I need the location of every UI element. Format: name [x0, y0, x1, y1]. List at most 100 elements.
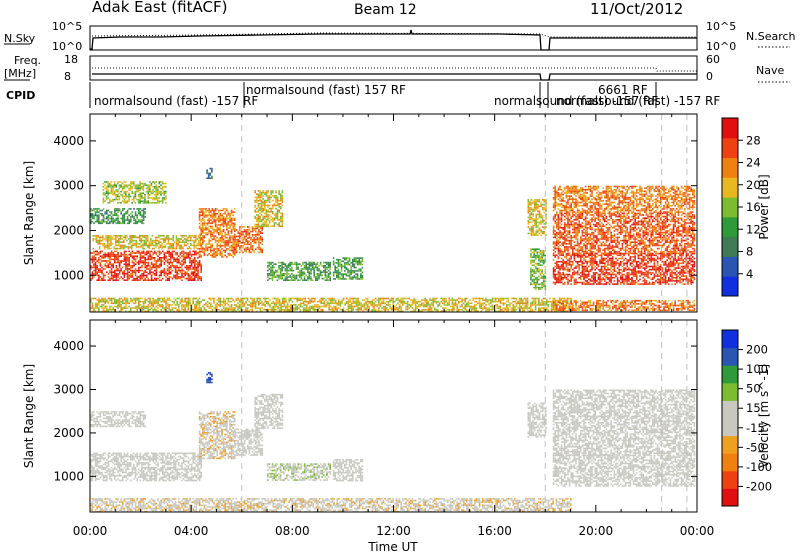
data-cell	[250, 238, 252, 241]
data-cell	[208, 305, 210, 308]
data-cell	[459, 300, 462, 303]
data-cell	[163, 300, 166, 303]
data-cell	[145, 244, 147, 247]
data-cell	[464, 308, 466, 311]
data-cell	[294, 274, 296, 277]
data-cell	[155, 253, 158, 256]
data-cell	[94, 208, 97, 210]
data-cell	[291, 277, 293, 280]
data-cell	[541, 302, 543, 305]
data-cell	[183, 238, 186, 240]
data-cell	[115, 217, 118, 220]
data-cell	[326, 277, 328, 280]
data-cell	[310, 271, 312, 273]
data-cell	[542, 297, 545, 300]
data-cell	[307, 276, 309, 278]
data-cell	[273, 204, 276, 207]
data-cell	[122, 246, 125, 248]
data-cell	[238, 307, 241, 309]
data-cell	[96, 307, 98, 309]
data-cell	[210, 211, 212, 213]
data-cell	[142, 302, 145, 305]
data-cell	[294, 279, 296, 281]
data-cell	[131, 187, 133, 190]
data-cell	[563, 310, 566, 313]
data-cell	[117, 274, 119, 277]
data-cell	[302, 261, 304, 264]
data-cell	[198, 297, 201, 300]
data-cell	[106, 244, 109, 247]
data-cell	[451, 307, 454, 309]
data-cell	[328, 304, 330, 306]
data-cell	[166, 258, 169, 261]
data-cell	[139, 195, 141, 198]
data-cell	[329, 261, 331, 264]
data-cell	[118, 198, 121, 201]
data-cell	[146, 244, 149, 247]
data-cell	[165, 307, 167, 309]
data-cell	[317, 304, 319, 306]
data-cell	[464, 304, 466, 306]
data-cell	[313, 273, 315, 275]
data-cell	[107, 263, 110, 265]
data-cell	[298, 304, 300, 306]
data-cell	[232, 307, 234, 309]
data-cell	[133, 299, 135, 301]
data-cell	[360, 278, 362, 280]
data-cell	[98, 304, 100, 306]
data-cell	[173, 310, 175, 313]
data-cell	[144, 182, 146, 185]
data-cell	[107, 308, 110, 311]
data-cell	[269, 305, 271, 308]
data-cell	[214, 228, 217, 231]
data-cell	[177, 243, 179, 245]
data-cell	[350, 308, 353, 311]
data-cell	[358, 278, 360, 280]
data-cell	[200, 254, 202, 257]
data-cell	[202, 230, 204, 233]
data-cell	[149, 308, 151, 311]
data-cell	[362, 305, 364, 308]
data-cell	[142, 184, 145, 186]
data-cell	[242, 230, 244, 233]
data-cell	[152, 186, 154, 188]
data-cell	[155, 279, 158, 281]
data-cell	[281, 220, 284, 223]
data-cell	[168, 253, 170, 256]
data-cell	[210, 244, 212, 247]
data-cell	[429, 305, 431, 308]
data-cell	[278, 308, 281, 311]
data-cell	[221, 254, 223, 257]
data-cell	[214, 310, 217, 313]
data-cell	[93, 263, 95, 265]
data-cell	[165, 299, 167, 301]
data-cell	[108, 243, 111, 245]
data-cell	[490, 299, 492, 301]
data-cell	[139, 200, 141, 202]
data-cell	[198, 263, 201, 265]
data-cell	[158, 192, 161, 194]
data-cell	[186, 252, 188, 254]
data-cell	[528, 307, 530, 309]
data-cell	[98, 260, 100, 262]
data-cell	[279, 271, 282, 273]
data-cell	[195, 302, 198, 305]
data-cell	[306, 310, 308, 313]
data-cell	[539, 308, 542, 311]
data-cell	[520, 302, 522, 305]
data-cell	[117, 257, 119, 259]
data-cell	[536, 277, 539, 279]
data-cell	[284, 268, 287, 270]
data-cell	[208, 211, 210, 213]
data-cell	[96, 260, 98, 262]
data-cell	[299, 304, 302, 306]
data-cell	[162, 246, 165, 248]
data-cell	[384, 297, 386, 300]
data-cell	[131, 276, 134, 278]
data-cell	[277, 300, 279, 303]
data-cell	[102, 189, 105, 191]
data-cell	[130, 238, 133, 240]
data-cell	[216, 244, 218, 247]
data-cell	[316, 274, 319, 277]
data-cell	[153, 181, 156, 183]
